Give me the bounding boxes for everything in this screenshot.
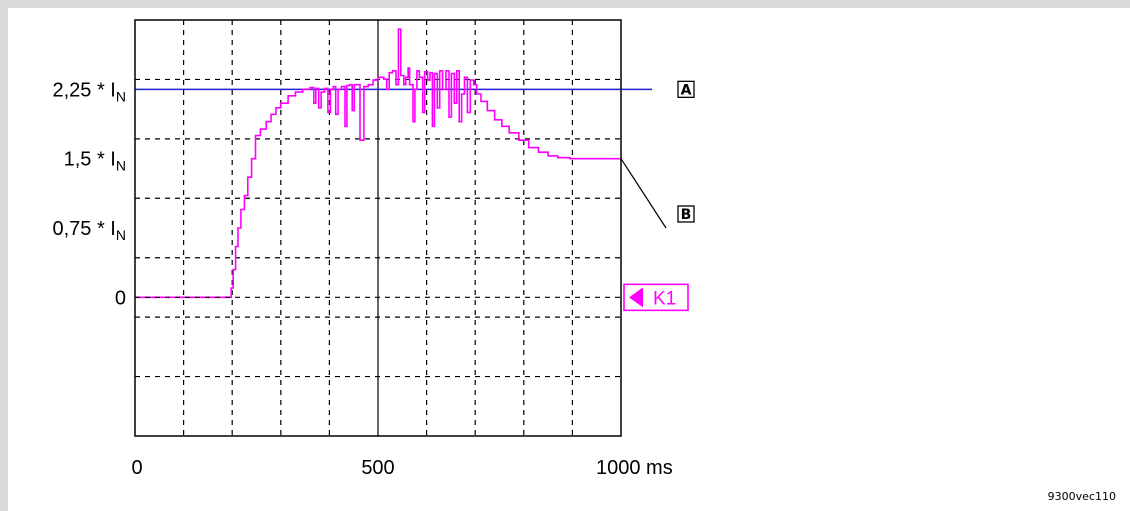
k1-text: K1	[653, 288, 676, 309]
figure-id: 9300vec110	[1047, 490, 1116, 503]
x-tick-label: 500	[361, 457, 394, 479]
x-tick-labels: 0 500 1000 ms	[131, 457, 672, 479]
k1-arrow-icon	[629, 287, 643, 308]
marker-b-leader	[620, 158, 667, 229]
y-tick-main: 2,25 * I	[52, 79, 115, 101]
k1-channel-label: K1	[135, 283, 689, 312]
x-tick-label: 1000 ms	[596, 457, 673, 479]
y-tick-subscript: N	[116, 227, 126, 243]
marker-b-box	[677, 205, 695, 223]
marker-b-label: B	[681, 207, 692, 223]
marker-layer: AB	[620, 80, 695, 229]
y-tick-subscript: N	[116, 158, 126, 174]
y-tick-label: 0,75 * IN	[52, 218, 126, 243]
y-tick-labels: 2,25 * IN1,5 * IN0,75 * IN0	[52, 79, 126, 309]
marker-a-label: A	[681, 82, 692, 98]
series-layer	[135, 28, 621, 299]
x-tick-label: 0	[131, 457, 142, 479]
marker-a-box	[677, 80, 695, 98]
y-tick-label: 1,5 * IN	[64, 149, 126, 174]
y-tick-main: 1,5 * I	[64, 149, 116, 171]
y-tick-main: 0	[115, 287, 126, 309]
y-tick-main: 0,75 * I	[52, 218, 115, 240]
plot-border	[134, 19, 622, 437]
grid-layer	[135, 20, 621, 436]
y-tick-subscript: N	[116, 88, 126, 104]
y-tick-label: 2,25 * IN	[52, 79, 126, 104]
k1-box	[623, 283, 689, 312]
series-line	[135, 28, 621, 299]
y-tick-label: 0	[115, 287, 126, 309]
